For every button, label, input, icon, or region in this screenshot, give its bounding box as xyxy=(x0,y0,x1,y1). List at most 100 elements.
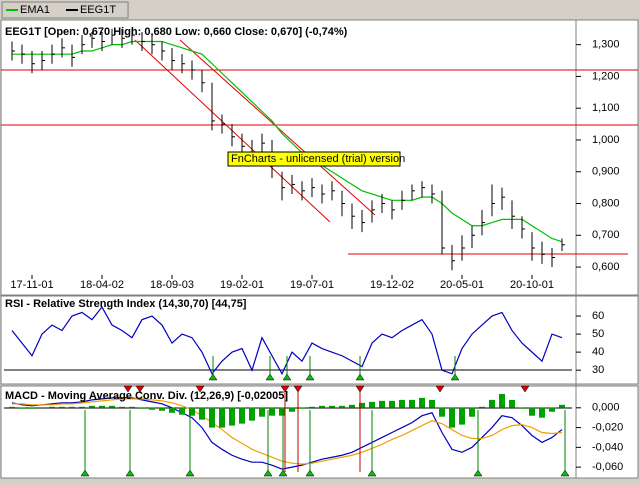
panel-title: RSI - Relative Strength Index (14,30,70)… xyxy=(5,298,247,310)
histogram-bar xyxy=(29,407,35,409)
histogram-bar xyxy=(489,399,495,408)
y-tick-label: 60 xyxy=(592,310,604,322)
y-tick-label: 50 xyxy=(592,328,604,340)
y-tick-label: -0,040 xyxy=(592,441,623,453)
signal-arrow xyxy=(367,469,377,477)
panel-title: MACD - Moving Average Conv. Div. (12,26,… xyxy=(5,390,288,402)
x-tick-label: 20-05-01 xyxy=(440,279,484,291)
histogram-bar xyxy=(289,407,295,412)
y-tick-label: 40 xyxy=(592,346,604,358)
histogram-bar xyxy=(79,406,85,408)
histogram-bar xyxy=(19,407,25,409)
histogram-bar xyxy=(479,406,485,408)
signal-arrow xyxy=(293,385,303,393)
y-tick-label: 0,000 xyxy=(592,402,620,414)
series-line xyxy=(12,40,563,243)
signal-arrow xyxy=(450,373,460,381)
signal-arrow xyxy=(80,469,90,477)
signal-arrow xyxy=(355,373,365,381)
x-tick-label: 20-10-01 xyxy=(510,279,554,291)
histogram-bar xyxy=(509,399,515,408)
histogram-bar xyxy=(529,407,535,416)
histogram-bar xyxy=(89,405,95,408)
x-tick-label: 19-02-01 xyxy=(220,279,264,291)
histogram-bar xyxy=(149,407,155,410)
histogram-bar xyxy=(439,407,445,417)
legend-label: EEG1T xyxy=(80,4,116,16)
histogram-bar xyxy=(109,405,115,408)
histogram-bar xyxy=(229,407,235,426)
histogram-bar xyxy=(459,407,465,425)
histogram-bar xyxy=(69,406,75,408)
histogram-bar xyxy=(379,400,385,408)
signal-arrow xyxy=(473,469,483,477)
y-tick-label: 0,600 xyxy=(592,261,620,273)
histogram-bar xyxy=(159,407,165,411)
signal-arrow xyxy=(123,385,133,393)
histogram-bar xyxy=(369,401,375,408)
y-tick-label: 0,700 xyxy=(592,229,620,241)
y-tick-label: 1,000 xyxy=(592,134,620,146)
legend-box xyxy=(1,1,129,19)
histogram-bar xyxy=(139,407,145,409)
signal-arrow xyxy=(305,373,315,381)
histogram-bar xyxy=(59,406,65,408)
y-tick-label: -0,060 xyxy=(592,461,623,473)
histogram-bar xyxy=(399,399,405,408)
y-tick-label: 0,900 xyxy=(592,166,620,178)
histogram-bar xyxy=(329,405,335,408)
histogram-bar xyxy=(519,407,525,409)
series-line xyxy=(11,397,563,470)
histogram-bar xyxy=(249,407,255,421)
histogram-bar xyxy=(199,407,205,420)
signal-arrow xyxy=(355,385,365,393)
signal-arrow xyxy=(185,469,195,477)
histogram-bar xyxy=(209,407,215,428)
signal-arrow xyxy=(263,469,273,477)
x-tick-label: 18-04-02 xyxy=(80,279,124,291)
signal-arrow xyxy=(305,469,315,477)
histogram-bar xyxy=(469,407,475,417)
signal-arrow xyxy=(135,385,145,393)
signal-arrow xyxy=(282,373,292,381)
histogram-bar xyxy=(49,406,55,408)
signal-arrow xyxy=(208,373,218,381)
histogram-bar xyxy=(339,405,345,408)
histogram-bar xyxy=(129,406,135,408)
x-tick-label: 18-09-03 xyxy=(150,279,194,291)
signal-arrow xyxy=(520,385,530,393)
histogram-bar xyxy=(99,405,105,408)
histogram-bar xyxy=(499,393,505,408)
signal-arrow xyxy=(265,373,275,381)
rsi-panel xyxy=(0,295,639,385)
y-tick-label: -0,020 xyxy=(592,421,623,433)
histogram-bar xyxy=(349,404,355,408)
histogram-bar xyxy=(389,400,395,408)
histogram-bar xyxy=(299,407,305,409)
y-tick-label: 30 xyxy=(592,364,604,376)
x-tick-label: 19-07-01 xyxy=(290,279,334,291)
histogram-bar xyxy=(319,405,325,408)
histogram-bar xyxy=(9,406,15,408)
legend-label: EMA1 xyxy=(20,4,50,16)
histogram-bar xyxy=(279,407,285,416)
signal-arrow xyxy=(195,385,205,393)
watermark: FnCharts - unlicensed (trial) version xyxy=(231,153,405,165)
panel-title: EEG1T [Open: 0,670 High: 0,680 Low: 0,66… xyxy=(5,26,348,38)
y-tick-label: 0,800 xyxy=(592,197,620,209)
histogram-bar xyxy=(539,407,545,418)
histogram-bar xyxy=(239,407,245,424)
histogram-bar xyxy=(559,404,565,408)
signal-arrow xyxy=(280,385,290,393)
signal-arrow xyxy=(125,469,135,477)
histogram-bar xyxy=(309,406,315,408)
series-line xyxy=(12,398,563,465)
histogram-bar xyxy=(549,407,555,412)
macd-panel xyxy=(0,385,639,479)
y-tick-label: 1,100 xyxy=(592,102,620,114)
y-tick-label: 1,200 xyxy=(592,70,620,82)
histogram-bar xyxy=(409,399,415,408)
histogram-bar xyxy=(449,407,455,428)
